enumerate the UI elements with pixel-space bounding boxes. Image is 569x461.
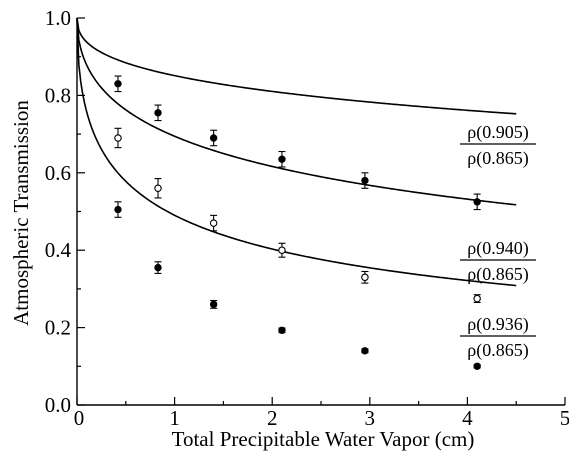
series-label-numerator: ρ(0.936) [467,314,528,335]
series-label-denominator: ρ(0.865) [467,264,528,285]
x-tick-label: 2 [267,406,278,430]
data-point [278,246,286,254]
x-tick-label: 5 [560,406,569,430]
series-label-2: ρ(0.940) ρ(0.865) [460,238,536,285]
series-label-numerator: ρ(0.905) [467,122,528,143]
series-label-3: ρ(0.936) ρ(0.865) [460,314,536,361]
data-point [114,134,122,142]
x-tick-label: 3 [365,406,376,430]
x-axis-title: Total Precipitable Water Vapor (cm) [172,427,475,451]
data-point [473,362,481,370]
data-point [473,294,481,303]
data-point [154,184,162,193]
series-label-1: ρ(0.905) ρ(0.865) [460,122,536,169]
fit-curve-3 [76,17,517,287]
y-tick-label: 0.6 [45,161,71,185]
x-tick-label: 4 [462,406,473,430]
y-tick-label: 1.0 [45,6,71,30]
data-point [361,176,369,185]
data-point [209,134,218,142]
axes: 0 1 2 3 4 5 0.0 0.2 0.4 0.6 0.8 1.0 [45,6,569,430]
data-point [278,155,286,163]
data-point [114,205,122,214]
y-tick-label: 0.2 [45,316,71,340]
fit-curves [76,17,517,287]
x-tick-label: 0 [74,406,85,430]
fit-curve-2 [76,17,517,206]
y-tick-label: 0.4 [45,238,72,262]
series-label-numerator: ρ(0.940) [467,238,528,259]
data-point [361,273,369,282]
series-labels: ρ(0.905)ρ(0.865)ρ(0.940)ρ(0.865)ρ(0.936)… [460,122,536,361]
fit-curve-1 [76,17,517,115]
series-label-denominator: ρ(0.865) [467,148,528,169]
data-point [473,198,481,206]
y-axis-title: Atmospheric Transmission [9,100,33,326]
data-point [114,80,122,88]
data-points [114,75,481,370]
y-tick-label: 0.8 [45,83,71,107]
data-point [278,326,286,335]
data-point [209,300,218,309]
x-tick-label: 1 [169,406,180,430]
data-point [209,219,218,227]
data-point [154,109,162,117]
series-label-denominator: ρ(0.865) [467,340,528,361]
data-point [361,347,369,355]
y-tick-label: 0.0 [45,393,71,417]
data-point [154,263,162,272]
